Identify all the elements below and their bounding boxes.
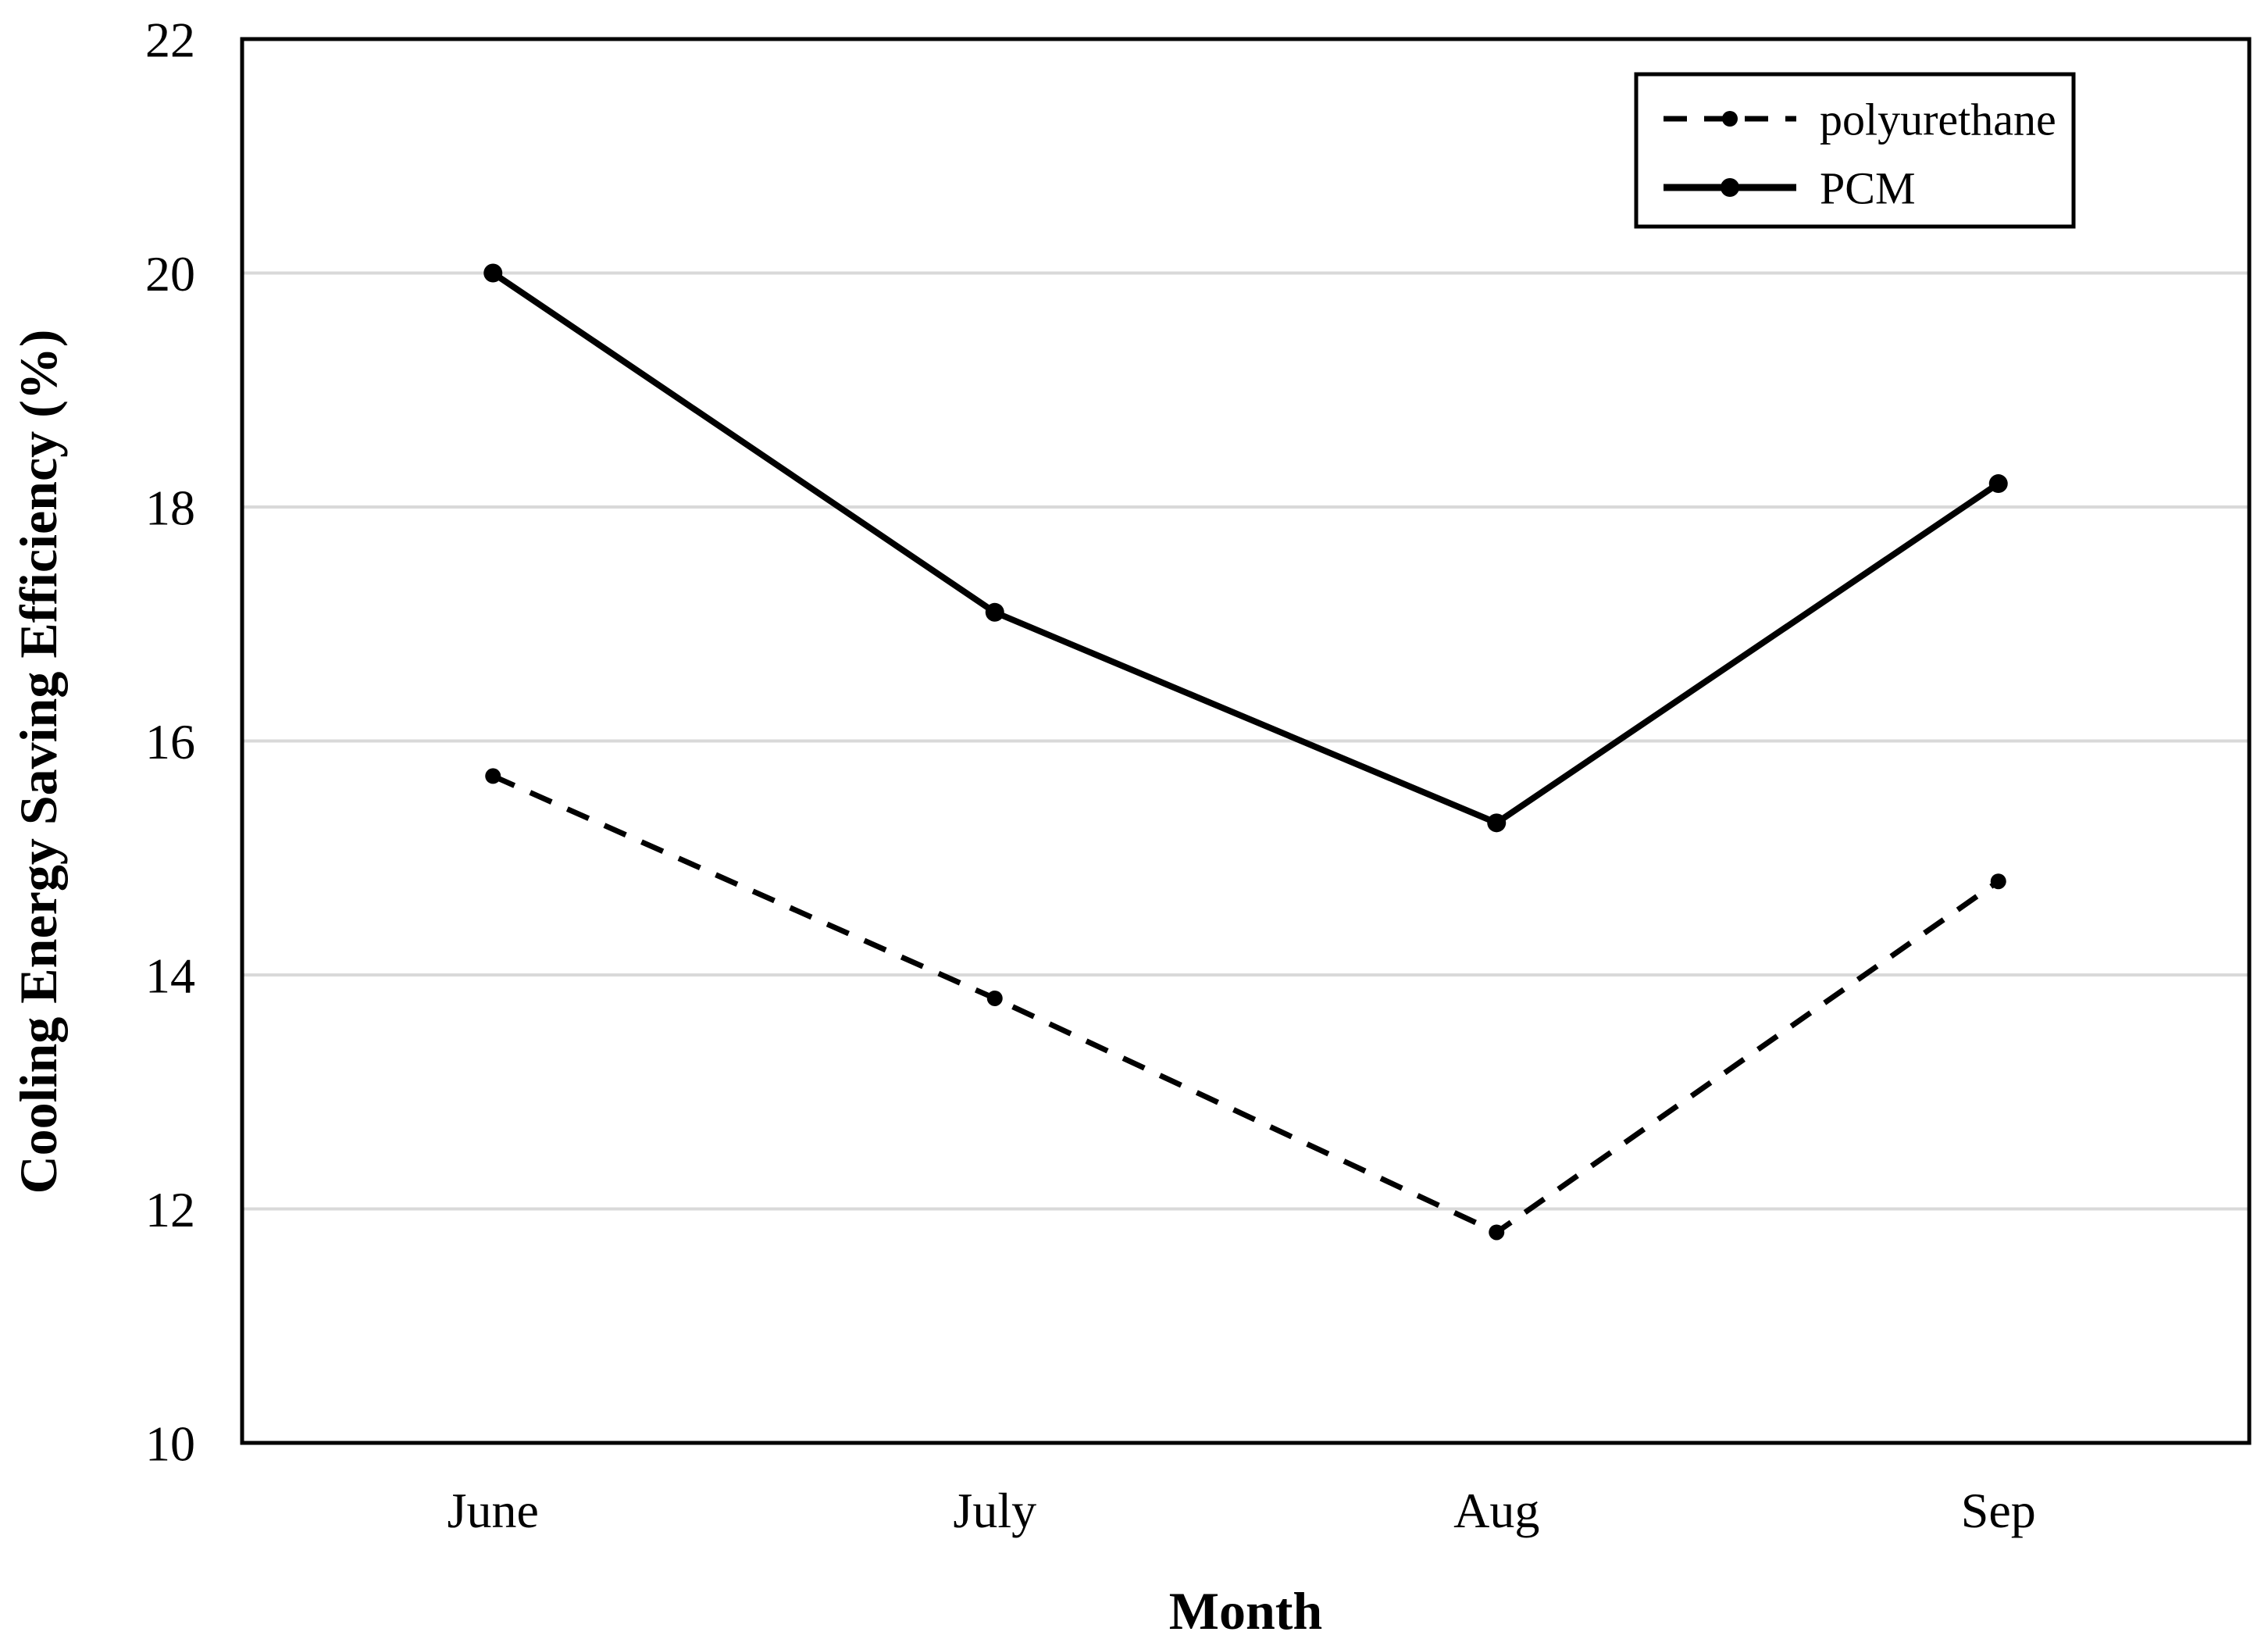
y-tick-label: 10 — [145, 1416, 195, 1471]
legend-sample-marker-PCM — [1721, 178, 1739, 197]
legend-rows: polyurethane PCM — [1664, 94, 2056, 213]
data-point-PCM-July — [985, 602, 1004, 622]
x-category-label: July — [953, 1483, 1036, 1538]
y-tick-label: 22 — [145, 12, 195, 67]
y-tick-labels: 10 12 14 16 18 20 22 — [145, 12, 195, 1471]
data-point-polyurethane-Sep — [1990, 873, 2006, 890]
series-layer — [483, 263, 2008, 1241]
plot-frame — [240, 37, 2252, 1445]
x-category-label: June — [448, 1483, 539, 1538]
legend-label-polyurethane: polyurethane — [1820, 94, 2056, 145]
x-category-label: Aug — [1453, 1483, 1539, 1538]
legend: polyurethane PCM — [1634, 72, 2076, 229]
data-point-polyurethane-Aug — [1489, 1224, 1505, 1241]
x-axis-title: Month — [1169, 1581, 1322, 1641]
data-point-polyurethane-July — [986, 990, 1003, 1006]
y-tick-label: 18 — [145, 480, 195, 535]
data-point-polyurethane-June — [485, 768, 501, 784]
x-category-labels: June July Aug Sep — [448, 1483, 2036, 1538]
y-axis-title: Cooling Energy Saving Efficiency (%) — [9, 330, 68, 1194]
y-tick-label: 16 — [145, 714, 195, 769]
legend-sample-marker-polyurethane — [1722, 111, 1738, 127]
y-tick-label: 20 — [145, 246, 195, 302]
legend-box — [1634, 72, 2076, 229]
series-line-PCM — [491, 270, 2000, 827]
y-tick-label: 14 — [145, 948, 195, 1003]
data-point-PCM-Aug — [1487, 813, 1507, 833]
series-line-polyurethane — [491, 773, 2000, 1236]
data-point-PCM-Sep — [1988, 474, 2008, 494]
data-point-PCM-June — [483, 263, 503, 283]
x-category-label: Sep — [1961, 1483, 2036, 1538]
gridlines — [242, 271, 2249, 1211]
y-tick-label: 12 — [145, 1182, 195, 1237]
legend-label-PCM: PCM — [1820, 162, 1916, 213]
